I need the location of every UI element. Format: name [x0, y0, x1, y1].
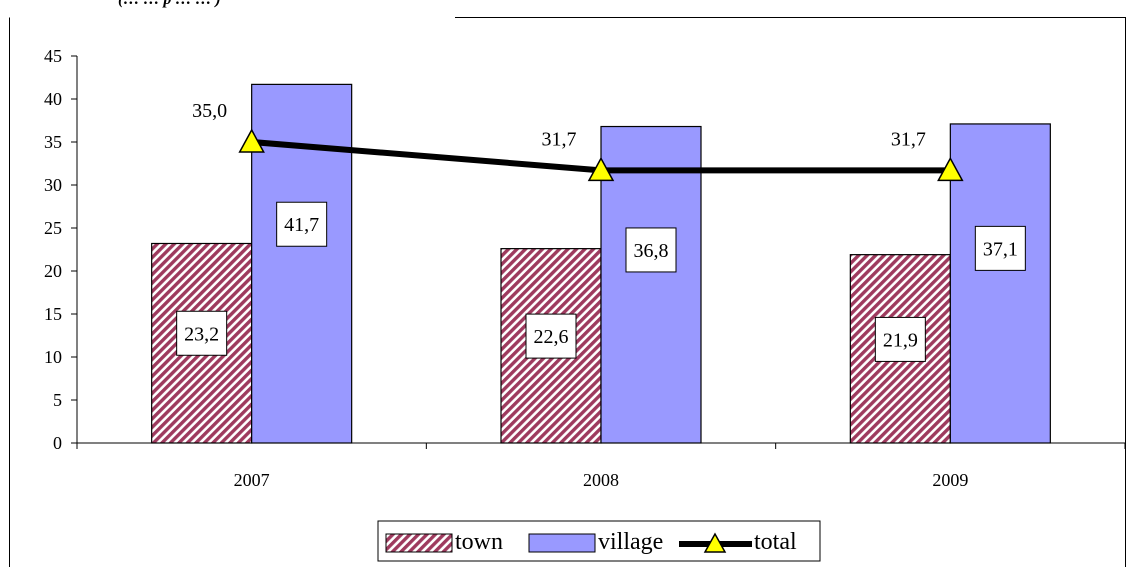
- bar-village: [600, 125, 702, 444]
- data-label-village: 41,7: [284, 214, 319, 236]
- x-tick-label: 2008: [583, 470, 619, 490]
- y-tick-label: 20: [44, 261, 62, 281]
- legend-label-total: total: [754, 529, 797, 555]
- y-tick-label: 45: [44, 46, 62, 66]
- data-label-town-box: [176, 310, 228, 356]
- data-label-town-box: [525, 313, 577, 359]
- y-tick-label: 40: [44, 89, 62, 109]
- y-tick-label: 15: [44, 304, 62, 324]
- data-label-town: 23,2: [184, 323, 219, 345]
- bar-village: [251, 83, 353, 444]
- legend-label-town: town: [455, 529, 503, 555]
- bar-village: [949, 123, 1051, 444]
- legend-swatch-town: [385, 533, 453, 553]
- data-label-town: 22,6: [534, 326, 569, 348]
- data-label-total: 35,0: [192, 100, 227, 122]
- plot-area: 0 5 10 15 20 25 30 35 40 45 2007 2008 2009 23,2 41,7 22…: [44, 46, 1126, 562]
- data-label-total: 31,7: [891, 128, 926, 150]
- chart-border: [9, 17, 1126, 567]
- header-fragment: (… … p … … ): [118, 0, 221, 8]
- marker-total: [937, 156, 964, 182]
- y-tick-label: 0: [53, 433, 62, 453]
- data-label-village: 37,1: [983, 238, 1018, 260]
- y-tick-label: 35: [44, 132, 62, 152]
- marker-total: [587, 156, 615, 182]
- legend-swatch-total-marker: [703, 532, 727, 553]
- marker-total: [238, 128, 265, 153]
- data-label-village-box: [276, 201, 328, 247]
- y-tick-label: 25: [44, 218, 62, 238]
- x-tick-label: 2007: [234, 470, 270, 490]
- legend-label-village: village: [598, 529, 663, 555]
- data-label-village: 36,8: [634, 240, 669, 262]
- data-label-town: 21,9: [883, 329, 918, 351]
- data-label-total: 31,7: [542, 128, 577, 150]
- x-tick-label: 2009: [932, 470, 968, 490]
- y-tick-label: 30: [44, 175, 62, 195]
- data-label-village-box: [625, 227, 677, 273]
- data-label-town-box: [874, 316, 926, 362]
- y-tick-label: 5: [53, 390, 62, 410]
- y-tick-label: 10: [44, 347, 62, 367]
- data-label-village-box: [974, 225, 1026, 271]
- legend-swatch-village: [528, 533, 596, 553]
